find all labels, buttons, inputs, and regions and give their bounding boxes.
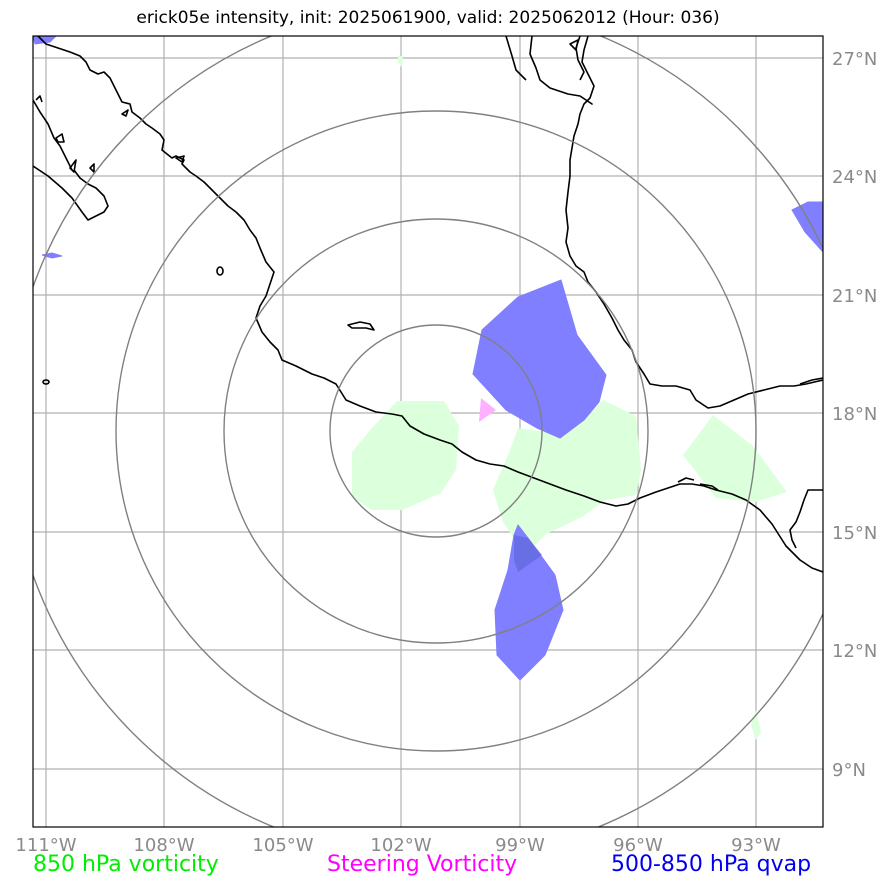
plot-frame	[32, 35, 824, 828]
lon-tick-label: 108°W	[133, 835, 194, 856]
lon-tick-label: 111°W	[15, 835, 76, 856]
lon-tick-label: 96°W	[613, 835, 663, 856]
lat-tick-label: 27°N	[832, 49, 877, 70]
steering-vorticity-field	[479, 398, 496, 422]
steering-vorticity-region	[479, 398, 496, 422]
legend-qvap: 500-850 hPa qvap	[611, 852, 812, 877]
vorticity-region	[398, 56, 403, 68]
vorticity-region	[683, 415, 787, 502]
qvap-overlap-band	[514, 535, 542, 572]
lat-tick-label: 21°N	[832, 286, 877, 307]
lon-tick-label: 93°W	[731, 835, 781, 856]
lat-tick-label: 18°N	[832, 404, 877, 425]
vorticity-region	[493, 400, 641, 555]
qvap-region	[41, 252, 63, 259]
range-ring-1	[329, 324, 543, 538]
vorticity-850-field	[352, 56, 787, 740]
qvap-region	[791, 201, 823, 253]
map-title: erick05e intensity, init: 2025061900, va…	[136, 8, 720, 28]
range-ring-3	[115, 110, 757, 752]
lon-tick-label: 102°W	[370, 835, 431, 856]
range-rings	[33, 36, 823, 827]
qvap-region	[494, 523, 564, 681]
qvap-field	[33, 36, 823, 681]
lon-tick-label: 99°W	[495, 835, 545, 856]
longitude-axis: 111°W 108°W 105°W 102°W 99°W 96°W 93°W	[15, 835, 781, 856]
range-ring-2	[223, 218, 649, 644]
lat-tick-label: 24°N	[832, 167, 877, 188]
qvap-region	[33, 36, 57, 45]
vorticity-region	[352, 401, 459, 510]
lat-tick-label: 12°N	[832, 641, 877, 662]
legend-steering-vorticity: Steering Vorticity	[327, 852, 518, 877]
lat-tick-label: 15°N	[832, 523, 877, 544]
lon-tick-label: 105°W	[252, 835, 313, 856]
latitude-axis: 27°N 24°N 21°N 18°N 15°N 12°N 9°N	[832, 49, 877, 781]
legend-vorticity: 850 hPa vorticity	[33, 852, 219, 877]
lat-tick-label: 9°N	[832, 760, 866, 781]
qvap-region	[472, 279, 607, 439]
